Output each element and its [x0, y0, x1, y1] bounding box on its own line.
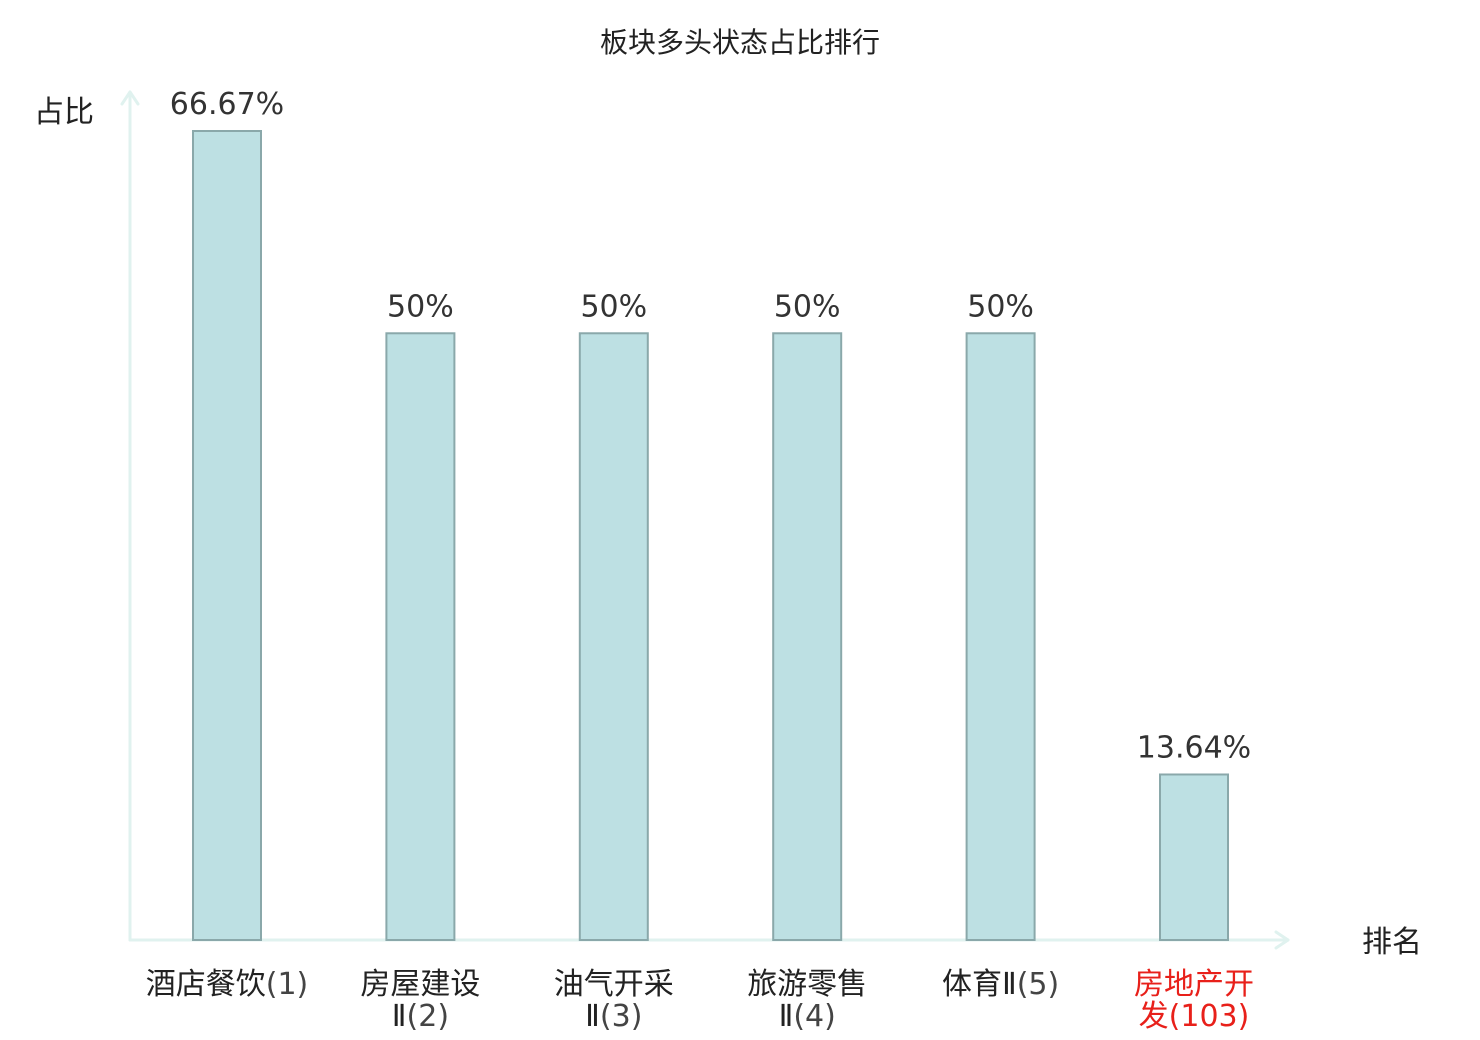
value-labels-group: 66.67% 50% 50% 50% 50% 13.64% — [170, 87, 1251, 765]
chart-title: 板块多头状态占比排行 — [600, 26, 880, 59]
bar — [1159, 773, 1229, 941]
category-label: Ⅱ(2) — [392, 999, 449, 1034]
category-label: Ⅱ(3) — [585, 999, 642, 1034]
y-axis-arrow — [120, 90, 140, 106]
category-label: 体育Ⅱ(5) — [942, 967, 1059, 1002]
bar — [578, 332, 649, 941]
bar — [965, 332, 1036, 941]
category-label: 油气开采 — [554, 967, 674, 1002]
category-label: 发(103) — [1139, 999, 1250, 1034]
category-label: Ⅱ(4) — [779, 999, 836, 1034]
category-label: 酒店餐饮(1) — [146, 967, 309, 1002]
category-label: 旅游零售 — [747, 967, 867, 1002]
value-label: 50% — [580, 289, 647, 324]
bar — [385, 332, 456, 941]
bar — [192, 130, 262, 941]
y-axis-label: 占比 — [34, 95, 94, 130]
category-label: 房地产开 — [1134, 967, 1254, 1002]
x-axis-arrow — [1274, 930, 1290, 950]
bar — [772, 332, 843, 941]
axes — [120, 90, 1290, 950]
category-label: 房屋建设 — [360, 967, 480, 1002]
value-label: 13.64% — [1137, 730, 1251, 765]
x-axis-label: 排名 — [1362, 925, 1422, 960]
value-label: 66.67% — [170, 87, 284, 122]
bars-group — [192, 130, 1229, 941]
value-label: 50% — [774, 289, 841, 324]
value-label: 50% — [967, 289, 1034, 324]
value-label: 50% — [387, 289, 454, 324]
